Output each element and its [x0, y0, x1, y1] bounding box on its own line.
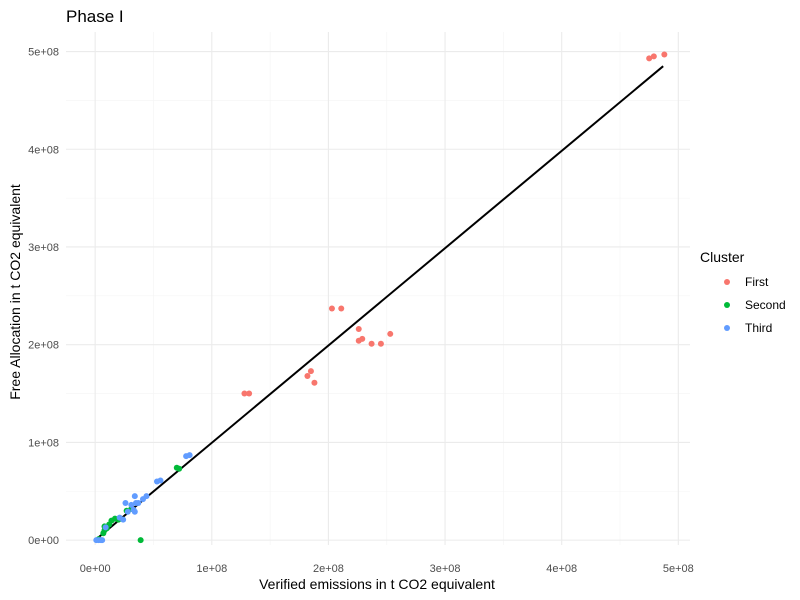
x-axis-ticks: 0e+00 1e+08 2e+08 3e+08 4e+08 5e+08: [80, 563, 694, 575]
data-point: [311, 379, 318, 386]
series-first: [241, 51, 668, 397]
legend-label: Second: [745, 298, 786, 312]
x-tick-label: 5e+08: [663, 563, 694, 575]
data-point: [124, 508, 131, 515]
data-point: [368, 340, 375, 347]
chart-title: Phase I: [66, 7, 124, 26]
y-tick-label: 5e+08: [28, 47, 59, 59]
x-axis-title: Verified emissions in t CO2 equivalent: [259, 576, 495, 592]
y-tick-label: 1e+08: [28, 437, 59, 449]
data-point: [128, 501, 135, 508]
data-point: [377, 340, 384, 347]
x-tick-label: 2e+08: [313, 563, 344, 575]
legend: Cluster First Second Third: [700, 249, 786, 335]
data-point: [143, 493, 150, 500]
data-point: [355, 326, 362, 333]
legend-label: Third: [745, 321, 772, 335]
fit-line: [94, 65, 664, 541]
y-axis-title: Free Allocation in t CO2 equivalent: [7, 184, 23, 400]
x-tick-label: 3e+08: [430, 563, 461, 575]
data-point: [661, 51, 668, 58]
data-point: [359, 335, 366, 342]
data-point: [186, 452, 193, 459]
data-point: [135, 499, 142, 506]
data-point: [307, 368, 314, 375]
y-tick-label: 3e+08: [28, 242, 59, 254]
points-layer: [93, 51, 668, 544]
data-point: [131, 508, 138, 515]
data-point: [137, 537, 144, 544]
data-point: [650, 53, 657, 60]
data-point: [120, 516, 127, 523]
legend-key: [724, 279, 730, 285]
legend-key: [724, 302, 730, 308]
x-tick-label: 4e+08: [546, 563, 577, 575]
y-tick-label: 4e+08: [28, 144, 59, 156]
series-third: [93, 452, 193, 544]
legend-label: First: [745, 275, 769, 289]
fit-line-layer: [94, 65, 664, 541]
data-point: [131, 493, 138, 500]
y-axis-ticks: 0e+00 1e+08 2e+08 3e+08 4e+08 5e+08: [28, 47, 59, 548]
x-tick-label: 1e+08: [196, 563, 227, 575]
y-tick-label: 0e+00: [28, 535, 59, 547]
data-point: [646, 55, 653, 62]
data-point: [99, 537, 106, 544]
legend-item-first: First: [724, 275, 769, 289]
data-point: [176, 465, 183, 472]
x-tick-label: 0e+00: [80, 563, 111, 575]
data-point: [122, 499, 129, 506]
data-point: [241, 390, 248, 397]
data-point: [338, 305, 345, 312]
data-point: [246, 390, 253, 397]
data-point: [102, 524, 109, 531]
data-point: [304, 372, 311, 379]
legend-item-third: Third: [724, 321, 772, 335]
legend-key: [724, 325, 730, 331]
data-point: [157, 477, 164, 484]
legend-item-second: Second: [724, 298, 786, 312]
data-point: [387, 330, 394, 337]
legend-title: Cluster: [700, 249, 745, 265]
grid: [66, 32, 690, 545]
data-point: [328, 305, 335, 312]
y-tick-label: 2e+08: [28, 340, 59, 352]
